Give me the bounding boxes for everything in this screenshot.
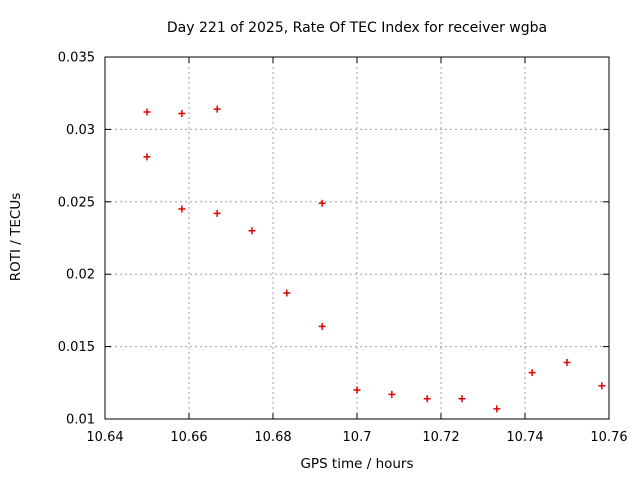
data-point-marker [388,390,396,398]
data-point-marker [598,382,606,390]
x-tick-label: 10.68 [254,430,291,445]
data-point-marker [563,359,571,367]
data-point-marker [493,405,501,413]
chart-title: Day 221 of 2025, Rate Of TEC Index for r… [166,20,548,36]
data-point-marker [213,209,221,217]
data-point-marker [213,105,221,113]
x-axis-label: GPS time / hours [300,456,414,472]
data-point-marker [178,205,186,213]
grid-lines [105,57,609,419]
data-point-marker [248,227,256,235]
data-point-marker [353,386,361,394]
data-point-marker [283,289,291,297]
x-tick-label: 10.66 [170,430,207,445]
data-point-marker [143,153,151,161]
data-points [143,105,606,413]
tick-labels: 10.64 10.66 10.68 10.7 10.72 10.74 10.76 0.01 0.… [58,51,628,446]
y-tick-label: 0.02 [66,268,95,283]
x-tick-label: 10.64 [86,430,123,445]
y-tick-label: 0.03 [66,123,95,138]
axis-ticks [104,56,610,420]
y-tick-label: 0.025 [58,195,95,210]
x-tick-label: 10.72 [422,430,459,445]
y-tick-label: 0.035 [58,51,95,66]
y-tick-label: 0.015 [58,340,95,355]
data-point-marker [318,322,326,330]
x-tick-label: 10.76 [590,430,627,445]
data-point-marker [143,108,151,116]
data-point-marker [318,199,326,207]
data-point-marker [528,369,536,377]
x-tick-label: 10.7 [343,430,372,445]
y-tick-label: 0.01 [66,413,95,428]
data-point-marker [458,395,466,403]
data-point-marker [423,395,431,403]
x-tick-label: 10.74 [506,430,543,445]
data-point-marker [178,109,186,117]
